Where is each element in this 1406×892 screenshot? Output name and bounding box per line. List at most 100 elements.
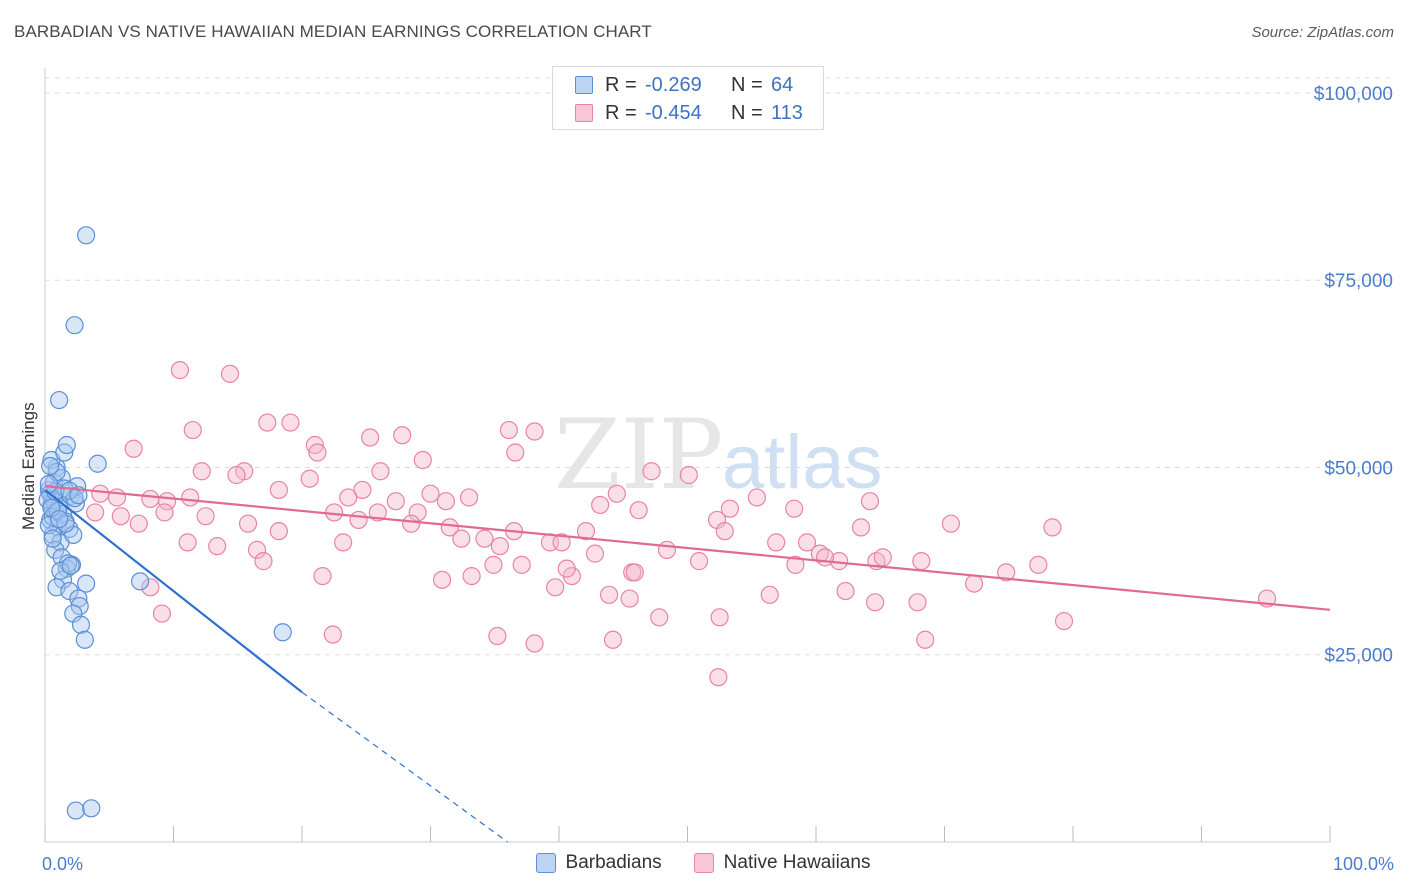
barbadian-point [273,623,292,642]
hawaiian-point [323,625,342,644]
hawaiian-point [170,361,190,380]
hawaiian-point [152,604,172,623]
r-label: R = [605,101,637,124]
hawaiian-point [591,495,610,515]
hawaiian-point [860,492,880,511]
hawaiian-point [155,503,174,522]
hawaiian-point [269,522,288,541]
barbadian-point [46,540,65,559]
hawaiian-point [908,593,927,612]
hawaiian-point [393,426,412,445]
n-value: 64 [771,73,794,96]
hawaiian-point [629,501,648,520]
hawaiian-point [786,555,805,574]
hawaiian-point [368,503,387,522]
hawaiian-point [484,555,503,574]
y-tick-label: $75,000 [1324,271,1393,292]
hawaiian-point [386,492,405,511]
hawaiian-point [452,529,471,548]
hawaiian-point [247,540,267,559]
legend-row-native-hawaiians: R = -0.454 N = 113 [575,99,803,127]
barbadian-point [51,561,70,580]
hawaiian-point [585,544,605,563]
legend-item-native-hawaiians[interactable]: Native Hawaiians [693,852,870,874]
hawaiian-point [941,514,961,533]
hawaiian-point [220,364,240,383]
hawaiian-point [506,443,525,462]
hawaiian-point [254,552,273,571]
x-tick-label: 100.0% [1333,854,1394,874]
hawaiian-point [866,593,885,612]
hawaiian-point [916,630,935,649]
hawaiian-point [600,585,619,604]
hawaiian-point [408,503,427,522]
hawaiian-point [281,413,300,432]
y-tick-label: $100,000 [1314,84,1393,105]
hawaiian-point [192,462,211,481]
hawaiian-point [141,578,160,597]
hawaiian-point [238,514,258,533]
barbadian-legend-swatch [535,853,556,873]
hawaiian-point [525,634,544,653]
hawaiian-point [459,488,479,507]
r-value: -0.269 [645,73,702,96]
hawaiian-point [436,492,456,511]
barbadian-point [61,556,80,575]
barbadian-point [50,510,69,529]
barbadian-point [41,456,60,476]
hawaiian-point [196,507,215,526]
hawaiian-point [141,489,160,509]
hawaiian-point [475,529,494,548]
hawaiian-point [607,484,626,503]
hawaiian-point [432,570,452,589]
hawaiian-point [1029,555,1048,574]
hawaiian-point [512,555,531,574]
barbadian-point [75,630,94,649]
legend-item-barbadians[interactable]: Barbadians [535,852,662,874]
hawaiian-point [305,435,324,455]
hawaiian-point [552,533,571,552]
hawaiian-point [313,566,332,586]
barbadian-point [82,799,101,818]
hawaiian-point [650,608,669,627]
hawaiian-legend-swatch [693,853,714,873]
hawaiian-point [785,499,804,518]
hawaiian-trendline [44,485,1331,611]
hawaiian-point [679,465,698,485]
chart-title: BARBADIAN VS NATIVE HAWAIIAN MEDIAN EARN… [14,22,652,41]
barbadian-point [43,529,62,548]
hawaiian-point [873,548,892,567]
hawaiian-point [129,514,148,533]
watermark-atlas: atlas [722,420,883,505]
barbadian-swatch [575,76,593,94]
barbadian-point [71,615,91,634]
hawaiian-point [462,566,481,586]
barbadian-point [88,454,107,473]
x-tick-label: 0.0% [42,854,83,874]
hawaiian-point [269,480,288,500]
hawaiian-point [642,462,661,481]
barbadian-point [66,801,85,820]
hawaiian-point [767,533,786,552]
legend-row-barbadians: R = -0.269 N = 64 [575,71,793,99]
hawaiian-point [710,608,729,627]
barbadian-trendline-extension [301,691,508,843]
hawaiian-point [603,630,623,649]
hawaiian-point [440,518,459,537]
y-tick-label: $50,000 [1324,458,1393,479]
r-value: -0.454 [645,101,702,124]
hawaiian-point [308,443,327,462]
hawaiian-point [546,578,565,597]
hawaiian-point [997,563,1016,582]
watermark: ZIP atlas [554,399,883,511]
n-label: N = [731,101,763,124]
hawaiian-point [178,533,197,552]
hawaiian-point [421,484,440,503]
hawaiian-point [815,548,835,567]
barbadian-point [55,443,74,462]
y-tick-label: $25,000 [1324,646,1393,667]
hawaiian-point [413,450,432,470]
hawaiian-point [402,514,421,533]
hawaiian-point [689,552,709,571]
